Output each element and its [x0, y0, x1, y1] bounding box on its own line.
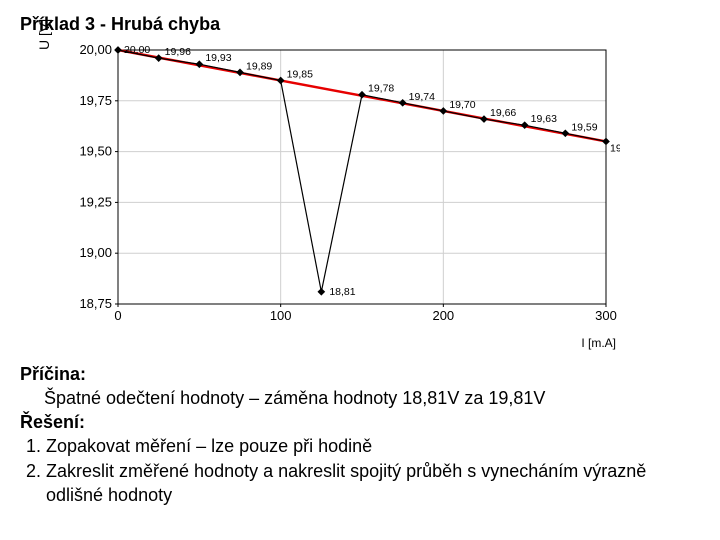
svg-text:19,63: 19,63 [531, 113, 557, 125]
svg-text:18,75: 18,75 [79, 296, 112, 311]
svg-text:20,00: 20,00 [124, 44, 150, 56]
svg-text:19,59: 19,59 [571, 121, 597, 133]
svg-text:19,75: 19,75 [79, 92, 112, 107]
svg-text:200: 200 [432, 308, 454, 323]
cause-label: Příčina: [20, 362, 700, 386]
solution-label: Řešení: [20, 410, 700, 434]
svg-text:19,96: 19,96 [165, 46, 191, 58]
svg-text:19,89: 19,89 [246, 60, 272, 72]
svg-text:19,74: 19,74 [409, 90, 435, 102]
chart-svg: 18,75 19,00 19,25 19,50 19,75 20,00 0 100 200 300… [60, 42, 620, 330]
x-axis-label: I [m.A] [581, 336, 616, 350]
svg-text:300: 300 [595, 308, 617, 323]
title-bold: Hrubá chyba [111, 14, 220, 34]
page-title: Příklad 3 - Hrubá chyba [20, 14, 700, 36]
svg-text:19,50: 19,50 [79, 143, 112, 158]
svg-text:19,66: 19,66 [490, 107, 516, 119]
chart-region: U [V] 18,7519,0019,2519,5019,7520,000100… [60, 42, 620, 330]
svg-text:19,25: 19,25 [79, 194, 112, 209]
cause-text: Špatné odečtení hodnoty – záměna hodnoty… [20, 386, 700, 410]
svg-text:19,55: 19,55 [610, 142, 620, 154]
svg-text:19,85: 19,85 [287, 68, 313, 80]
title-prefix: Příklad 3 - [20, 14, 111, 34]
svg-text:100: 100 [270, 308, 292, 323]
y-axis-label: U [V] [36, 18, 52, 49]
svg-text:20,00: 20,00 [79, 42, 112, 57]
explanation-text: Příčina: Špatné odečtení hodnoty – záměn… [20, 362, 700, 508]
svg-text:19,78: 19,78 [368, 82, 394, 94]
svg-text:0: 0 [114, 308, 121, 323]
svg-text:18,81: 18,81 [329, 285, 355, 297]
svg-text:19,00: 19,00 [79, 245, 112, 260]
solution-item-1: Zopakovat měření – lze pouze při hodině [46, 434, 700, 458]
svg-text:19,93: 19,93 [205, 52, 231, 64]
solution-item-2: Zakreslit změřené hodnoty a nakreslit sp… [46, 459, 700, 508]
svg-text:19,70: 19,70 [449, 99, 475, 111]
